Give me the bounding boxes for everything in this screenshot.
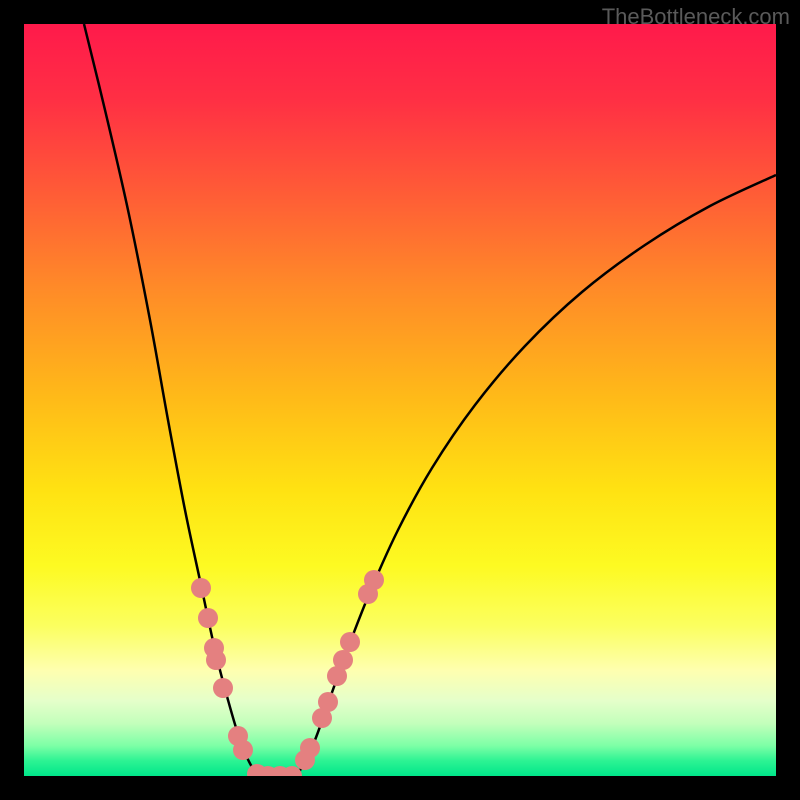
data-marker <box>333 650 353 670</box>
data-marker <box>300 738 320 758</box>
data-marker <box>191 578 211 598</box>
chart-background <box>24 24 776 776</box>
data-marker <box>213 678 233 698</box>
data-marker <box>198 608 218 628</box>
chart-container: TheBottleneck.com <box>0 0 800 800</box>
data-marker <box>233 740 253 760</box>
watermark-text: TheBottleneck.com <box>602 4 790 30</box>
data-marker <box>364 570 384 590</box>
data-marker <box>318 692 338 712</box>
bottleneck-chart <box>0 0 800 800</box>
data-marker <box>206 650 226 670</box>
data-marker <box>340 632 360 652</box>
